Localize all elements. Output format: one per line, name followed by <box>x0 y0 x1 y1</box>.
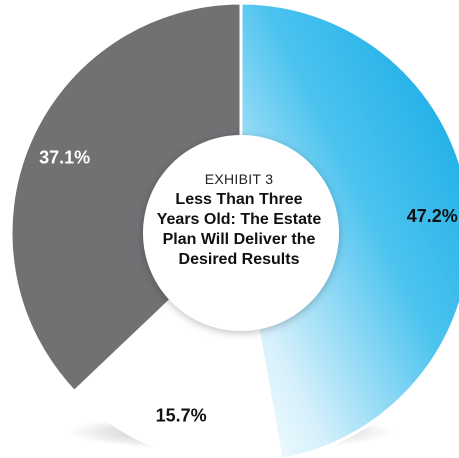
slice-gray <box>9 1 243 394</box>
title-line: Years Old: The Estate <box>156 211 322 228</box>
slice-label: 15.7% <box>156 405 207 425</box>
labels-group: 47.2% 15.7% 37.1% <box>39 147 458 425</box>
slice-blue <box>239 1 459 458</box>
exhibit-label: EXHIBIT 3 <box>204 171 274 187</box>
slice-label: 37.1% <box>39 147 90 167</box>
title-line: Less Than Three <box>175 191 303 208</box>
exhibit-title: Less Than Three Years Old: The Estate Pl… <box>139 190 339 270</box>
center-hole <box>143 135 339 331</box>
slice-label: 47.2% <box>407 206 458 226</box>
title-line: Desired Results <box>178 251 300 268</box>
title-line: Plan Will Deliver the <box>162 231 316 248</box>
center-title-block: EXHIBIT 3 Less Than Three Years Old: The… <box>139 171 339 270</box>
